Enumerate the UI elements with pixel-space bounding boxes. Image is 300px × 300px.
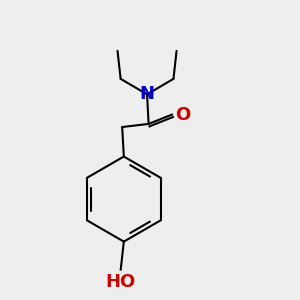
Text: HO: HO	[106, 273, 136, 291]
Text: O: O	[175, 106, 190, 124]
Text: N: N	[140, 85, 154, 103]
